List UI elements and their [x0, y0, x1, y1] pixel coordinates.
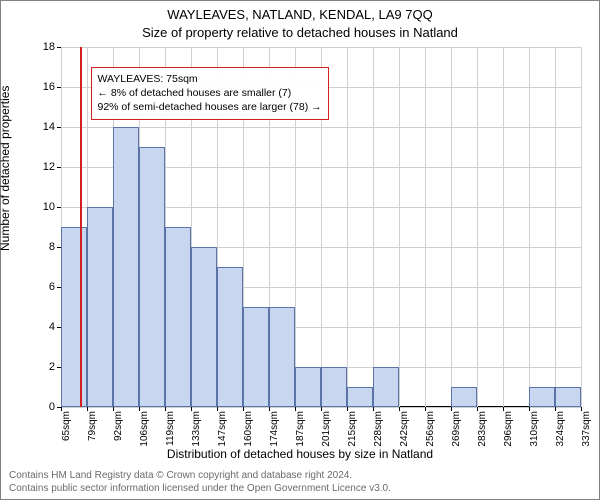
- chart-title-line1: WAYLEAVES, NATLAND, KENDAL, LA9 7QQ: [1, 7, 599, 22]
- xtick-label: 242sqm: [399, 393, 410, 429]
- grid-v: [477, 47, 478, 407]
- bar: [217, 267, 243, 407]
- footnote: Contains HM Land Registry data © Crown c…: [9, 470, 391, 495]
- bar: [295, 367, 321, 407]
- annotation-box: WAYLEAVES: 75sqm← 8% of detached houses …: [91, 67, 329, 120]
- ytick-label: 0: [49, 401, 55, 413]
- bar: [113, 127, 139, 407]
- xtick-label: 337sqm: [581, 393, 592, 429]
- plot-area: 02468101214161865sqm79sqm92sqm106sqm119s…: [61, 47, 581, 407]
- annotation-line: 92% of semi-detached houses are larger (…: [98, 100, 322, 114]
- bar: [191, 247, 217, 407]
- bar: [87, 207, 113, 407]
- grid-v: [503, 47, 504, 407]
- xtick-label: 283sqm: [477, 393, 488, 429]
- bar: [529, 387, 555, 407]
- ytick-label: 4: [49, 321, 55, 333]
- grid-v: [555, 47, 556, 407]
- bar: [451, 387, 477, 407]
- grid-v: [373, 47, 374, 407]
- grid-v: [399, 47, 400, 407]
- ytick-label: 6: [49, 281, 55, 293]
- xtick-label: 296sqm: [503, 393, 514, 429]
- ytick-label: 12: [43, 161, 55, 173]
- bar: [321, 367, 347, 407]
- ytick-label: 8: [49, 241, 55, 253]
- x-axis-label: Distribution of detached houses by size …: [1, 447, 599, 461]
- grid-v: [529, 47, 530, 407]
- bar: [165, 227, 191, 407]
- bar: [61, 227, 87, 407]
- footnote-line1: Contains HM Land Registry data © Crown c…: [9, 470, 391, 483]
- chart-title-line2: Size of property relative to detached ho…: [1, 25, 599, 40]
- xtick-label: 256sqm: [425, 393, 436, 429]
- bar: [139, 147, 165, 407]
- chart-container: WAYLEAVES, NATLAND, KENDAL, LA9 7QQ Size…: [0, 0, 600, 500]
- annotation-line: WAYLEAVES: 75sqm: [98, 72, 322, 86]
- grid-v: [581, 47, 582, 407]
- bar: [269, 307, 295, 407]
- ytick-label: 16: [43, 81, 55, 93]
- grid-v: [425, 47, 426, 407]
- ytick-label: 14: [43, 121, 55, 133]
- ytick-label: 2: [49, 361, 55, 373]
- y-axis-label: Number of detached properties: [0, 86, 12, 251]
- bar: [243, 307, 269, 407]
- grid-v: [347, 47, 348, 407]
- bar: [373, 367, 399, 407]
- ytick-label: 18: [43, 41, 55, 53]
- ytick-label: 10: [43, 201, 55, 213]
- footnote-line2: Contains public sector information licen…: [9, 483, 391, 496]
- bar: [347, 387, 373, 407]
- grid-v: [451, 47, 452, 407]
- annotation-line: ← 8% of detached houses are smaller (7): [98, 86, 322, 100]
- bar: [555, 387, 581, 407]
- reference-line: [80, 47, 82, 407]
